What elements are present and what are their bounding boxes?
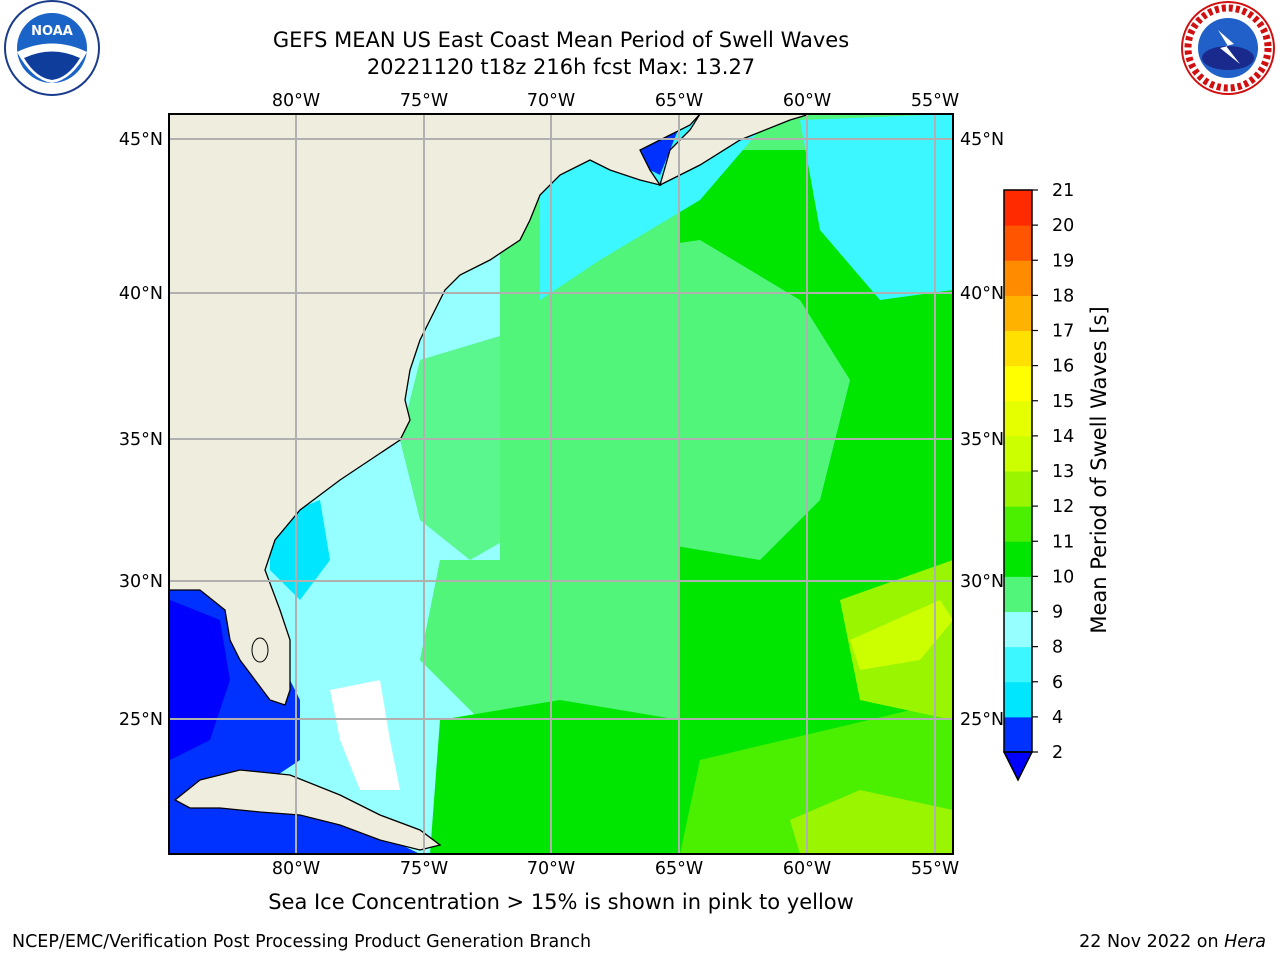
lon-label-bottom: 55°W (911, 859, 959, 879)
graticule (169, 114, 953, 854)
colorbar: 2 4 6 8 9 10 11 12 13 14 15 16 17 18 19 20 21 (1002, 181, 1074, 782)
lon-label-top: 75°W (400, 91, 448, 111)
colorbar-tick-label: 13 (1052, 462, 1074, 482)
colorbar-tick-label: 15 (1052, 392, 1074, 412)
sea-ice-note: Sea Ice Concentration > 15% is shown in … (268, 890, 854, 914)
colorbar-segment (1004, 225, 1032, 261)
lat-label-left: 40°N (119, 284, 163, 304)
lon-label-bottom: 65°W (655, 859, 703, 879)
date-stamp: 22 Nov 2022 on Hera (1079, 932, 1266, 952)
map-frame (168, 113, 954, 855)
lat-label-right: 40°N (960, 284, 1004, 304)
colorbar-tick-label: 9 (1052, 603, 1063, 623)
lon-label-bottom: 80°W (272, 859, 320, 879)
lat-label-right: 35°N (960, 430, 1004, 450)
colorbar-segment (1004, 506, 1032, 542)
lon-label-top: 65°W (655, 91, 703, 111)
colorbar-segment (1004, 435, 1032, 472)
lat-label-left: 25°N (119, 710, 163, 730)
lon-label-bottom: 60°W (783, 859, 831, 879)
colorbar-under-arrow (1002, 751, 1034, 782)
colorbar-tick-label: 2 (1052, 743, 1063, 763)
colorbar-tick-label: 6 (1052, 673, 1063, 693)
colorbar-segment (1004, 260, 1032, 296)
colorbar-tick-label: 17 (1052, 322, 1074, 342)
colorbar-tick-label: 14 (1052, 427, 1074, 447)
lon-label-top: 80°W (272, 91, 320, 111)
svg-text:NOAA: NOAA (31, 24, 73, 39)
lon-label-top: 60°W (783, 91, 831, 111)
colorbar-segment (1004, 471, 1032, 507)
lat-label-left: 30°N (119, 572, 163, 592)
lat-label-right: 30°N (960, 572, 1004, 592)
colorbar-segment (1004, 646, 1032, 683)
colorbar-tick-label: 18 (1052, 286, 1074, 306)
lat-label-left: 35°N (119, 430, 163, 450)
lon-label-top: 70°W (527, 91, 575, 111)
colorbar-tick-label: 8 (1052, 638, 1063, 658)
colorbar-segment (1004, 576, 1032, 612)
lon-label-bottom: 75°W (400, 859, 448, 879)
colorbar-label: Mean Period of Swell Waves [s] (1087, 306, 1111, 633)
lat-label-right: 25°N (960, 710, 1004, 730)
colorbar-segment (1004, 681, 1032, 718)
colorbar-tick-label: 12 (1052, 497, 1074, 517)
colorbar-tick-label: 19 (1052, 251, 1074, 271)
colorbar-segment (1004, 365, 1032, 402)
map-subtitle: 20221120 t18z 216h fcst Max: 13.27 (366, 55, 756, 79)
colorbar-tick-label: 4 (1052, 708, 1063, 728)
colorbar-segment (1004, 611, 1032, 648)
lon-label-top: 55°W (911, 91, 959, 111)
noaa-logo: NOAA (4, 0, 100, 96)
land-cuba (173, 769, 442, 851)
colorbar-segment (1004, 541, 1032, 577)
land-nova-scotia (658, 114, 811, 187)
map-title: GEFS MEAN US East Coast Mean Period of S… (272, 28, 850, 52)
map-panel (169, 114, 953, 854)
credit-text: NCEP/EMC/Verification Post Processing Pr… (12, 932, 592, 952)
colorbar-segment (1004, 190, 1032, 226)
colorbar-segment (1004, 400, 1032, 437)
host-name: Hera (1224, 932, 1266, 952)
colorbar-tick-label: 10 (1052, 567, 1074, 587)
colorbar-tick-label: 21 (1052, 181, 1074, 201)
colorbar-segment (1004, 716, 1032, 753)
lat-label-left: 45°N (119, 130, 163, 150)
colorbar-segment (1004, 295, 1032, 331)
nws-logo (1181, 1, 1275, 95)
colorbar-tick-label: 20 (1052, 216, 1074, 236)
colorbar-tick-label: 16 (1052, 357, 1074, 377)
lat-label-right: 45°N (960, 130, 1004, 150)
lon-label-bottom: 70°W (527, 859, 575, 879)
colorbar-segment (1004, 330, 1032, 367)
land-us (169, 114, 701, 706)
colorbar-tick-label: 11 (1052, 532, 1074, 552)
